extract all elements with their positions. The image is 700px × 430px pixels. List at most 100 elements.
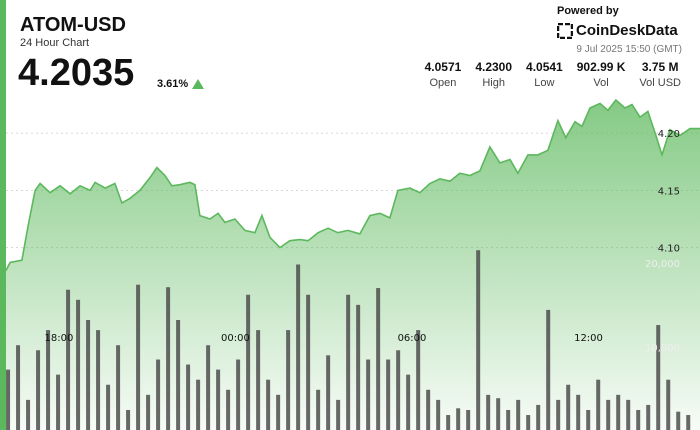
stat: 4.0571 Open [418, 60, 469, 89]
volume-bar [486, 394, 491, 430]
price-area [6, 100, 700, 430]
volume-bar [466, 409, 471, 430]
volume-bar [416, 330, 421, 430]
subtitle: 24 Hour Chart [20, 37, 90, 49]
x-tick-label: 18:00 [45, 333, 74, 344]
volume-bar [406, 374, 411, 430]
volume-bar [666, 379, 671, 430]
stat-value: 4.0541 [526, 60, 563, 74]
stat: 902.99 K Vol [570, 60, 633, 89]
volume-bar [56, 374, 61, 430]
volume-bar [536, 404, 541, 430]
stat-value: 902.99 K [576, 60, 626, 74]
volume-bar [616, 394, 621, 430]
volume-bar [36, 350, 41, 430]
stat-label: Low [534, 77, 555, 89]
volume-bar [96, 330, 101, 430]
volume-bar [306, 294, 311, 430]
volume-bar [516, 399, 521, 430]
accent-bar [0, 0, 6, 430]
volume-bar [136, 284, 141, 430]
volume-bar [436, 399, 441, 430]
volume-bar [26, 399, 31, 430]
volume-bar [596, 379, 601, 430]
volume-bar [686, 415, 691, 430]
symbol: ATOM-USD [20, 14, 126, 36]
volume-bar [46, 330, 51, 430]
y-tick-label: 4.10 [658, 244, 680, 255]
volume-bar [256, 330, 261, 430]
volume-bar [586, 409, 591, 430]
y2-tick-label: 10,000 [645, 343, 680, 354]
price: 4.2035 [18, 52, 135, 94]
timestamp: 9 Jul 2025 15:50 (GMT) [576, 44, 682, 55]
volume-bar [656, 325, 661, 430]
volume-bar [176, 320, 181, 430]
volume-bar [296, 264, 301, 430]
volume-bar [216, 369, 221, 430]
volume-bar [226, 389, 231, 430]
volume-bar [336, 399, 341, 430]
up-arrow [192, 79, 204, 89]
volume-bar [276, 394, 281, 430]
y-tick-label: 4.20 [658, 129, 680, 140]
stat-value: 4.2300 [475, 60, 513, 74]
price-line [5, 98, 700, 271]
volume-bar [156, 359, 161, 430]
stat: 4.0541 Low [519, 60, 570, 89]
volume-bar [366, 359, 371, 430]
volume-bar [86, 320, 91, 430]
volume-bar [186, 364, 191, 430]
x-tick-label: 06:00 [398, 333, 427, 344]
stat-label: Vol USD [639, 77, 681, 89]
stats: 4.0571 Open 4.2300 High 4.0541 Low 902.99 K Vol… [418, 60, 688, 89]
powered-by: Powered by [557, 5, 619, 17]
stat-label: High [482, 77, 505, 89]
brand: CoinDeskData [576, 22, 678, 39]
volume-bar [246, 294, 251, 430]
stat: 4.2300 High [468, 60, 519, 89]
volume-bar [266, 379, 271, 430]
volume-bar [326, 355, 331, 430]
volume-bar [556, 399, 561, 430]
volume-bar [106, 384, 111, 430]
y-tick-label: 4.15 [658, 186, 680, 197]
volume-bar [356, 304, 361, 430]
volume-bar [166, 287, 171, 430]
volume-bar [646, 404, 651, 430]
x-tick-label: 00:00 [221, 333, 250, 344]
volume-bar [496, 398, 501, 430]
y2-tick-label: 20,000 [645, 259, 680, 270]
volume-bar [506, 409, 511, 430]
stat: 3.75 M Vol USD [632, 60, 688, 89]
volume-bar [396, 350, 401, 430]
volume-bar [426, 389, 431, 430]
volume-bar [346, 294, 351, 430]
volume-bar [606, 399, 611, 430]
volume-bar [126, 409, 131, 430]
volume-bar [546, 309, 551, 430]
volume-bar [376, 288, 381, 430]
volume-bar [566, 384, 571, 430]
volume-bar [576, 394, 581, 430]
volume-bar [236, 359, 241, 430]
volume-bar [316, 389, 321, 430]
stat-value: 4.0571 [424, 60, 462, 74]
volume-bar [386, 359, 391, 430]
stat-label: Open [429, 77, 457, 89]
stat-value: 3.75 M [641, 60, 679, 74]
volume-bar [206, 345, 211, 430]
volume-bar [146, 394, 151, 430]
volume-bar [456, 408, 461, 430]
volume-bar [526, 415, 531, 430]
volume-bar [66, 289, 71, 430]
volume-bar [476, 250, 481, 430]
volume-bar [76, 299, 81, 430]
brand-logo [557, 23, 573, 39]
stat-label: Vol [593, 77, 609, 89]
volume-bar [6, 369, 11, 430]
change: 3.61% [157, 78, 189, 90]
volume-bar [286, 330, 291, 430]
